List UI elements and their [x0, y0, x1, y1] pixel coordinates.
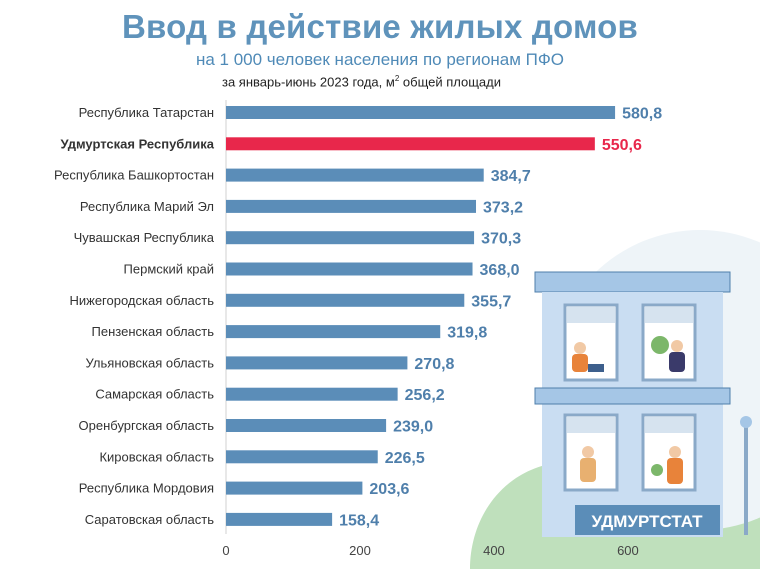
bar	[226, 106, 616, 119]
bar	[226, 168, 484, 182]
category-label: Пензенская область	[92, 324, 215, 339]
bar	[226, 450, 378, 464]
data-label: 373,2	[483, 199, 523, 216]
note-tail: общей площади	[399, 74, 501, 90]
category-label: Пермский край	[124, 262, 214, 277]
category-label: Чувашская Республика	[74, 230, 215, 245]
x-tick-label: 200	[349, 543, 371, 558]
window-people	[572, 336, 685, 484]
data-label: 355,7	[471, 293, 511, 310]
bar	[226, 481, 363, 495]
x-tick-label: 0	[222, 543, 229, 558]
note-text: за январь-июнь 2023 года, м	[222, 74, 395, 90]
data-label: 203,6	[369, 481, 409, 498]
building-ledge	[534, 387, 731, 405]
note-superscript: 2	[394, 74, 400, 83]
bar	[226, 387, 398, 401]
logo-text: УДМУРТСТАТ	[591, 512, 703, 531]
bar	[226, 512, 333, 526]
category-label: Республика Татарстан	[79, 105, 214, 120]
bar	[226, 325, 441, 339]
data-label: 158,4	[339, 512, 379, 529]
category-label: Нижегородская область	[69, 293, 214, 308]
category-label: Республика Мордовия	[79, 481, 214, 496]
bar	[226, 419, 387, 432]
data-label: 239,0	[393, 419, 433, 436]
data-label: 226,5	[385, 450, 425, 467]
category-label: Республика Марий Эл	[80, 199, 214, 214]
chart-title: Ввод в действие жилых домов	[121, 8, 638, 45]
category-label: Удмуртская Республика	[60, 136, 214, 151]
data-label: 370,3	[481, 231, 521, 248]
data-label: 580,8	[622, 106, 662, 123]
data-label: 384,7	[491, 168, 531, 185]
chart-note: за январь-июнь 2023 года, м2 общей площа…	[222, 74, 501, 89]
category-label: Оренбургская область	[79, 418, 215, 433]
bar	[226, 137, 595, 151]
category-label: Саратовская область	[85, 512, 214, 527]
data-label: 270,8	[414, 356, 454, 373]
category-label: Ульяновская область	[86, 355, 215, 370]
bar	[226, 231, 475, 245]
street-lamp	[740, 416, 752, 535]
data-label: 256,2	[405, 387, 445, 404]
data-label: 550,6	[602, 137, 642, 154]
logo-plate	[575, 505, 720, 535]
bar	[226, 262, 473, 276]
chart-subtitle: на 1 000 человек населения по регионам П…	[195, 50, 565, 69]
x-tick-label: 400	[483, 543, 505, 558]
data-label: 368,0	[480, 262, 520, 279]
x-tick-label: 600	[617, 543, 639, 558]
bar	[226, 199, 477, 213]
category-label: Самарская область	[95, 387, 214, 402]
window-blinds	[567, 307, 693, 433]
bar	[226, 293, 465, 307]
bar	[226, 356, 408, 370]
data-label: 319,8	[447, 325, 487, 342]
category-label: Республика Башкортостан	[54, 168, 214, 183]
category-label: Кировская область	[99, 449, 214, 464]
